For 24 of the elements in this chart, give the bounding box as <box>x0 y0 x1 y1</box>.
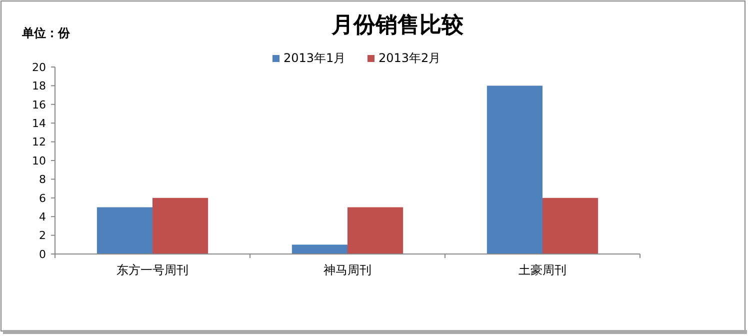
y-tick-label: 12 <box>32 136 46 149</box>
y-tick-label: 14 <box>32 116 46 130</box>
x-tick-label: 东方一号周刊 <box>116 263 188 277</box>
bar <box>152 198 208 254</box>
bar <box>292 244 348 254</box>
bar <box>96 207 152 254</box>
y-tick-label: 8 <box>39 173 46 186</box>
y-tick-label: 2 <box>39 229 46 242</box>
x-tick-label: 神马周刊 <box>324 263 372 277</box>
bar <box>486 86 542 254</box>
legend-label: 2013年1月 <box>284 51 346 65</box>
chart-title: 月份销售比较 <box>330 12 464 38</box>
bar <box>542 198 598 254</box>
y-axis-title: 单位：份 <box>21 26 71 40</box>
y-tick-label: 4 <box>39 210 46 224</box>
y-tick-label: 6 <box>39 192 46 205</box>
y-tick-label: 0 <box>39 248 46 261</box>
legend-label: 2013年2月 <box>378 51 441 65</box>
y-tick-label: 10 <box>32 154 46 168</box>
bar <box>348 207 404 254</box>
y-tick-label: 20 <box>32 60 46 74</box>
y-tick-label: 16 <box>32 98 46 112</box>
y-tick-label: 18 <box>32 80 46 93</box>
x-tick-label: 土豪周刊 <box>518 263 566 277</box>
